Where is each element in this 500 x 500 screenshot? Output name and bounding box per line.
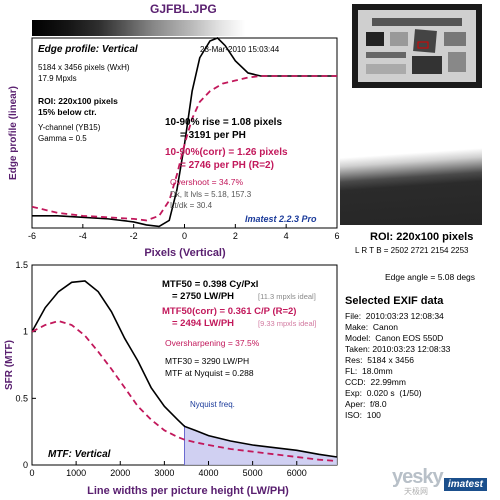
mtf50-line-1: MTF50 = 0.398 Cy/Pxl [162, 279, 258, 290]
imatest-version: Imatest 2.2.3 Pro [245, 214, 317, 224]
edge-dk-levels: Dk, lt lvls = 5.18, 157.3 [170, 190, 252, 199]
edge-corr-1: 10-90%(corr) = 1.26 pixels [165, 147, 288, 158]
test-chart-thumbnail [352, 4, 482, 88]
edge-roi-2: 15% below ctr. [38, 107, 97, 117]
edge-overshoot: Overshoot = 34.7% [170, 177, 243, 187]
edge-series-line-2 [31, 75, 337, 222]
watermark-yesky: yesky [392, 466, 444, 488]
mtf-x-tick-label: 1000 [66, 468, 86, 478]
mtf50c-line-2: = 2494 LW/PH [172, 318, 234, 329]
mtf-series-line-2 [31, 320, 338, 462]
mtf50c-line-1: MTF50(corr) = 0.361 C/P (R=2) [162, 306, 296, 317]
roi-coordinates: L R T B = 2502 2721 2154 2253 [355, 246, 469, 255]
mtf-y-tick-label: 0.5 [15, 393, 28, 403]
watermark-sub: 天极网 [404, 487, 428, 496]
edge-x-label: Pixels (Vertical) [144, 247, 226, 259]
edge-channel: Y-channel (YB15) [38, 123, 101, 132]
edge-x-tick-label: 6 [334, 231, 339, 241]
edge-x-tick-label: -6 [28, 231, 36, 241]
edge-rise-2: = 3191 per PH [180, 130, 246, 141]
mtf-lines [31, 280, 338, 462]
thumbnail-pattern [358, 10, 476, 82]
mtf-x-tick-label: 4000 [198, 468, 218, 478]
mtf50-line-2: = 2750 LW/PH [172, 291, 234, 302]
edge-grid [31, 224, 338, 228]
exif-iso: ISO: 100 [345, 410, 381, 420]
mtf-y-tick-label: 0 [23, 460, 28, 470]
exif-make: Make: Canon [345, 322, 398, 332]
edge-angle: Edge angle = 5.08 degs [385, 272, 476, 282]
mtf-x-tick-label: 6000 [287, 468, 307, 478]
mtf-x-tick-label: 3000 [154, 468, 174, 478]
edge-x-tick-label: 2 [233, 231, 238, 241]
exif-model: Model: Canon EOS 550D [345, 333, 444, 343]
edge-corr-2: = 2746 per PH (R=2) [180, 160, 274, 171]
imatest-logo: imatest [444, 478, 488, 491]
edge-rise-1: 10-90% rise = 1.08 pixels [165, 117, 282, 128]
mtf-y-tick-label: 1 [23, 327, 28, 337]
exif-ccd: CCD: 22.99mm [345, 377, 406, 387]
edge-info-2: 17.9 Mpxls [38, 74, 77, 83]
edge-date: 23-Mar-2010 15:03:44 [200, 45, 280, 54]
edge-lt-dk: Lt/dk = 30.4 [170, 201, 213, 210]
edge-plot-title: Edge profile: Vertical [38, 44, 138, 55]
mtf-x-ticks: 0 1000 2000 3000 4000 5000 6000 [29, 468, 306, 478]
edge-plot-frame [31, 37, 338, 229]
edge-roi-1: ROI: 220x100 pixels [38, 96, 118, 106]
roi-title: ROI: 220x100 pixels [370, 231, 474, 243]
edge-x-tick-label: 4 [284, 231, 289, 241]
nyquist-fill [184, 426, 337, 465]
roi-edge-gradient [340, 125, 482, 225]
mtf50-ideal: [11.3 mpxls ideal] [258, 292, 316, 301]
mtf50c-ideal: [9.33 mpxls ideal] [258, 319, 316, 328]
mtf-at-nyquist: MTF at Nyquist = 0.288 [165, 368, 254, 378]
mtf-series-line-1 [31, 280, 338, 458]
edge-gamma: Gamma = 0.5 [38, 134, 87, 143]
mtf-y-label: SFR (MTF) [4, 340, 15, 390]
edge-x-tick-label: -2 [130, 231, 138, 241]
mtf-y-ticks: 0 0.5 1 1.5 [15, 260, 28, 470]
mtf-x-tick-label: 5000 [243, 468, 263, 478]
exif-title: Selected EXIF data [345, 295, 444, 307]
edge-x-tick-label: -4 [79, 231, 87, 241]
exif-taken: Taken: 2010:03:23 12:08:33 [345, 344, 451, 354]
exif-res: Res: 5184 x 3456 [345, 355, 414, 365]
gray-gradient-bar [32, 20, 337, 36]
edge-x-tick-label: 0 [182, 231, 187, 241]
file-name: GJFBL.JPG [150, 2, 217, 16]
nyquist-label: Nyquist freq. [190, 400, 235, 409]
mtf-x-tick-label: 2000 [110, 468, 130, 478]
edge-info-1: 5184 x 3456 pixels (WxH) [38, 63, 130, 72]
exif-fl: FL: 18.0mm [345, 366, 393, 376]
exif-exp: Exp: 0.020 s (1/50) [345, 388, 422, 398]
exif-file: File: 2010:03:23 12:08:34 [345, 311, 444, 321]
edge-lines [31, 37, 337, 228]
mtf30: MTF30 = 3290 LW/PH [165, 356, 249, 366]
edge-x-ticks: -6 -4 -2 0 2 4 6 [28, 231, 340, 241]
charts-svg: -6 -4 -2 0 2 4 6 Edge profile: Vertical 23-Mar… [4, 37, 340, 497]
exif-aper: Aper: f/8.0 [345, 399, 387, 409]
mtf-x-label: Line widths per picture height (LW/PH) [87, 485, 289, 497]
roi-crop-image [340, 125, 482, 225]
edge-y-label: Edge profile (linear) [8, 86, 19, 180]
mtf-x-tick-label: 0 [29, 468, 34, 478]
mtf-y-tick-label: 1.5 [15, 260, 28, 270]
oversharpening: Oversharpening = 37.5% [165, 338, 260, 348]
mtf-plot-title: MTF: Vertical [48, 449, 111, 460]
